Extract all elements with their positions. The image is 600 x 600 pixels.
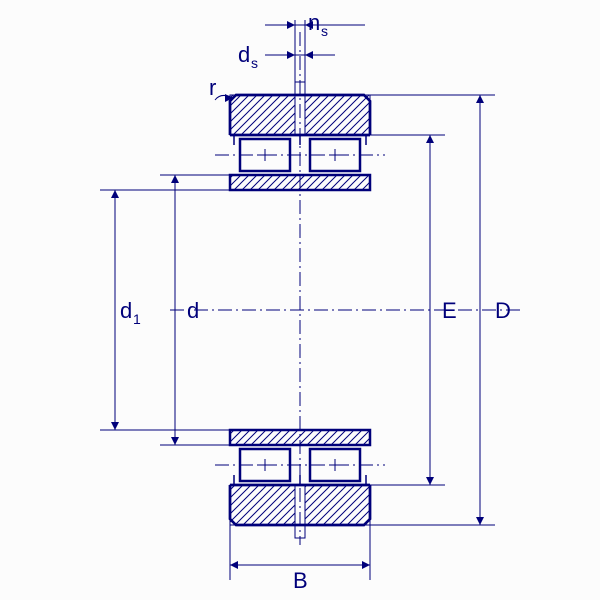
label-ds-sub: s bbox=[251, 55, 258, 71]
label-ns: n bbox=[308, 10, 320, 35]
bearing-cross-section-diagram: DEdd1Brdsns bbox=[0, 0, 600, 600]
label-d1-sub: 1 bbox=[133, 311, 141, 327]
label-r: r bbox=[209, 75, 216, 100]
label-d1: d bbox=[120, 298, 132, 323]
label-ns-sub: s bbox=[321, 23, 328, 39]
label-ds: d bbox=[238, 42, 250, 67]
label-D: D bbox=[495, 298, 511, 323]
label-E: E bbox=[442, 298, 457, 323]
label-B: B bbox=[293, 568, 308, 593]
label-d: d bbox=[187, 298, 199, 323]
